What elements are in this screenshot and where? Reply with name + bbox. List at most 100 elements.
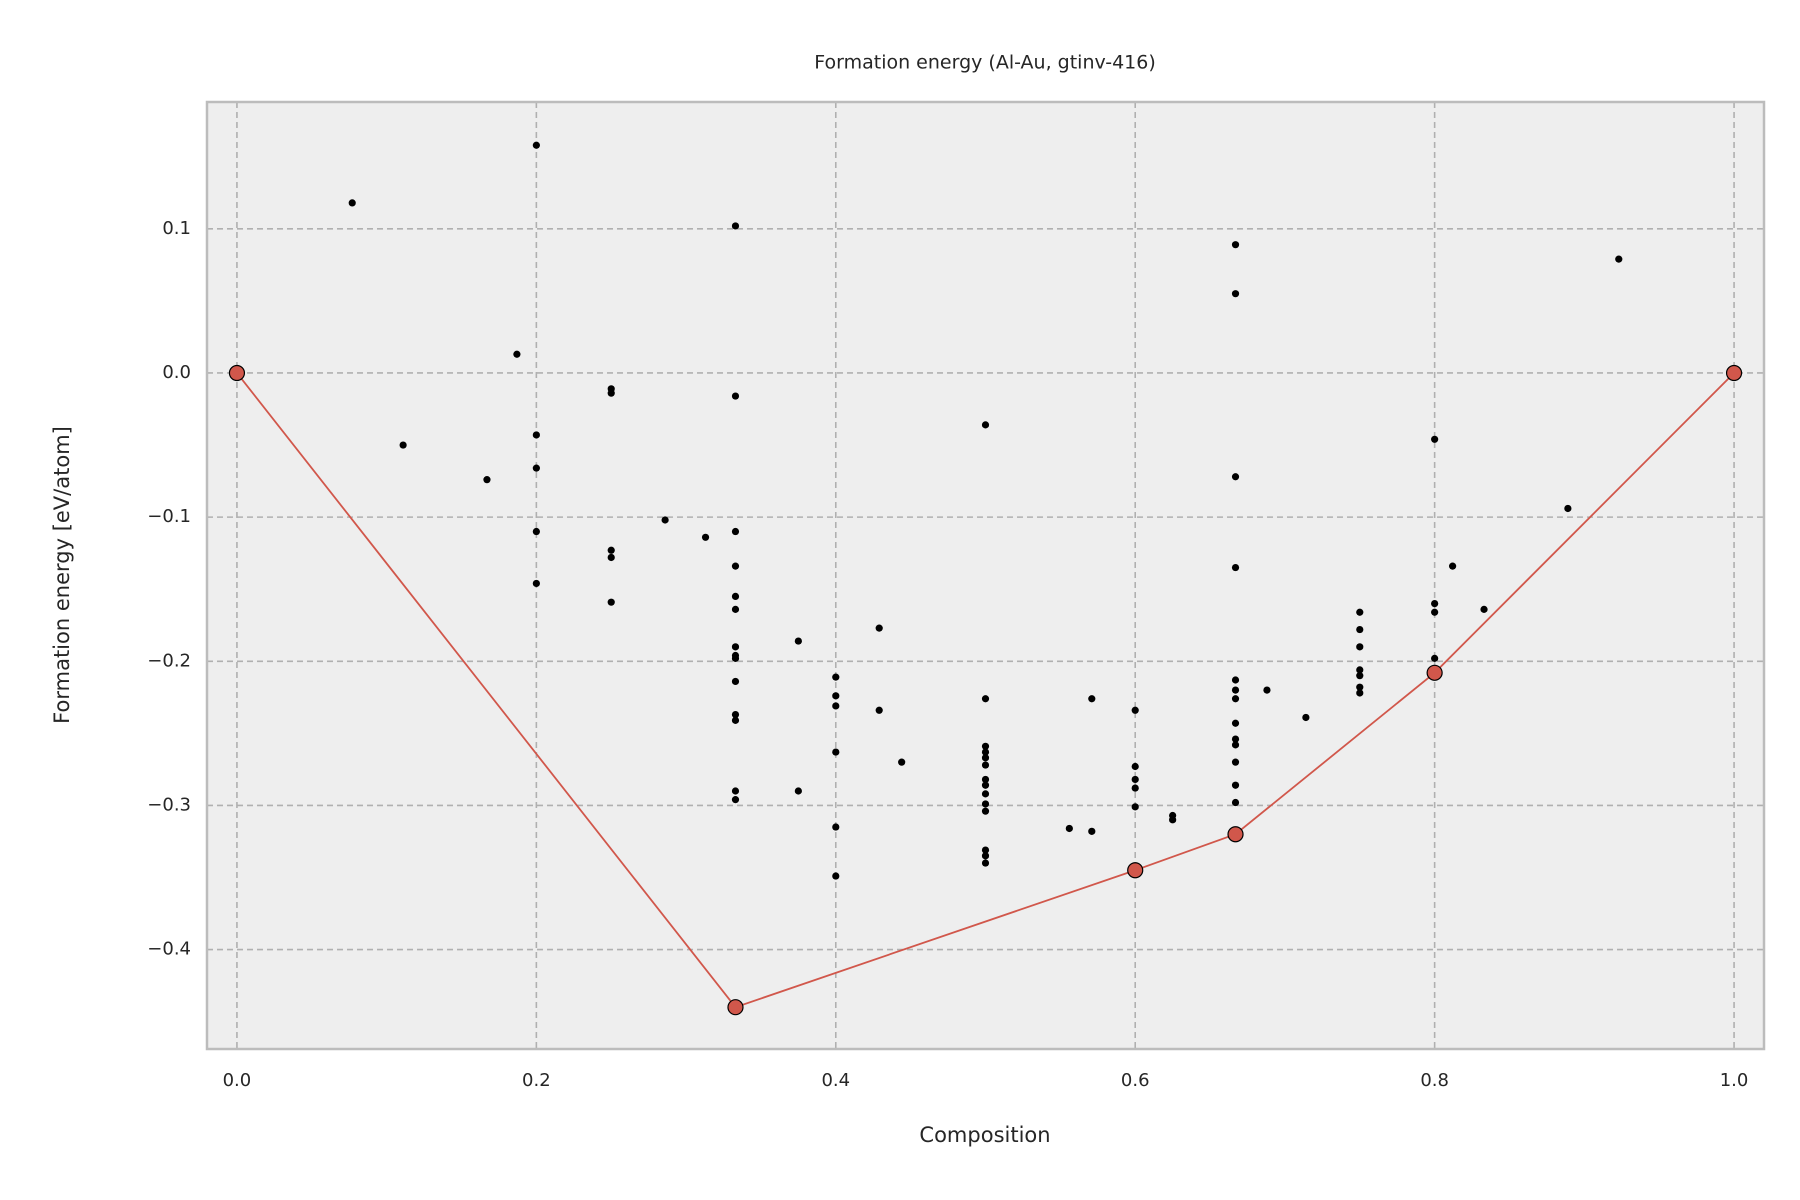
- data-point: [1356, 625, 1364, 634]
- data-point: [1231, 241, 1240, 249]
- grid: [207, 102, 1764, 1049]
- data-point: [981, 748, 990, 756]
- data-point: [731, 787, 740, 795]
- data-point: [1131, 762, 1139, 771]
- data-point: [981, 421, 990, 429]
- data-point: [794, 787, 802, 795]
- plot-frame: [205, 100, 1766, 1051]
- data-point: [1131, 803, 1139, 811]
- data-point: [532, 464, 540, 472]
- y-tick-label: −0.1: [147, 506, 191, 527]
- data-point: [1431, 608, 1439, 616]
- data-point: [731, 716, 740, 724]
- data-point: [898, 758, 906, 766]
- data-point: [1356, 666, 1364, 674]
- data-point: [1231, 758, 1240, 766]
- y-tick-label: −0.4: [147, 939, 191, 960]
- data-point: [1480, 605, 1488, 613]
- data-point: [661, 516, 669, 524]
- y-tick-label: −0.3: [147, 794, 191, 815]
- data-point: [981, 754, 990, 762]
- hull-point: [1426, 664, 1443, 681]
- data-point: [832, 692, 840, 700]
- data-point: [981, 695, 990, 703]
- data-point: [981, 775, 990, 784]
- data-point: [731, 677, 740, 686]
- data-point: [1356, 689, 1364, 697]
- data-point: [1302, 713, 1310, 722]
- data-point: [1263, 686, 1271, 694]
- data-point: [1431, 654, 1439, 662]
- data-point: [532, 431, 540, 439]
- chart-title: Formation energy (Al-Au, gtinv-416): [814, 52, 1156, 74]
- data-point: [731, 222, 740, 230]
- data-point: [1231, 695, 1240, 703]
- data-point: [1449, 562, 1457, 570]
- x-axis-label: Composition: [919, 1123, 1050, 1147]
- data-point: [731, 392, 740, 400]
- data-point: [981, 781, 990, 789]
- data-point: [731, 796, 740, 804]
- data-point: [832, 823, 840, 831]
- data-point: [1231, 563, 1240, 572]
- data-point: [607, 389, 615, 397]
- plot-area: [207, 102, 1764, 1049]
- hull-point: [1725, 364, 1743, 382]
- hull-point: [1227, 826, 1244, 843]
- data-point: [981, 742, 990, 750]
- x-tick-label: 0.8: [1420, 1070, 1449, 1091]
- data-point: [1231, 735, 1240, 743]
- marks: [228, 141, 1743, 1016]
- data-point: [1131, 784, 1139, 792]
- y-tick-label: −0.2: [147, 650, 191, 671]
- data-point: [607, 553, 615, 562]
- hull-line: [236, 372, 1735, 1009]
- data-point: [1356, 608, 1364, 616]
- data-point: [1231, 290, 1240, 298]
- hull-point: [1127, 862, 1144, 879]
- hull-point: [727, 999, 744, 1016]
- data-point: [1231, 473, 1240, 481]
- data-point: [1431, 600, 1439, 608]
- data-point: [875, 624, 883, 632]
- data-point: [731, 605, 740, 613]
- data-point: [1231, 719, 1240, 727]
- data-point: [731, 710, 740, 719]
- data-point: [348, 199, 356, 207]
- data-point: [832, 872, 840, 880]
- data-point: [981, 800, 990, 808]
- data-point: [1356, 683, 1364, 691]
- data-point: [1088, 695, 1096, 703]
- data-point: [1356, 643, 1364, 651]
- x-tick-label: 0.2: [522, 1070, 551, 1091]
- data-point: [1231, 686, 1240, 694]
- y-tick-label: 0.0: [162, 362, 191, 383]
- data-point: [1131, 775, 1139, 784]
- data-point: [701, 533, 710, 541]
- data-point: [1088, 827, 1096, 835]
- hull-point: [228, 364, 246, 382]
- data-point: [731, 562, 740, 570]
- data-point: [832, 673, 840, 681]
- data-point: [1564, 504, 1572, 513]
- data-point: [399, 441, 407, 449]
- data-point: [731, 643, 740, 651]
- data-point: [731, 592, 740, 601]
- data-point: [532, 527, 540, 536]
- data-point: [731, 527, 740, 536]
- data-point: [513, 350, 521, 358]
- data-point: [832, 748, 840, 756]
- data-point: [1231, 798, 1240, 807]
- data-point: [607, 598, 615, 606]
- data-point: [1065, 824, 1073, 833]
- data-point: [532, 141, 540, 149]
- data-point: [981, 807, 990, 815]
- data-point: [1169, 816, 1177, 824]
- data-point: [532, 579, 540, 588]
- data-point: [981, 852, 990, 860]
- y-tick-label: 0.1: [162, 218, 191, 239]
- data-point: [794, 637, 802, 645]
- x-tick-label: 1.0: [1720, 1070, 1749, 1091]
- data-point: [483, 476, 491, 484]
